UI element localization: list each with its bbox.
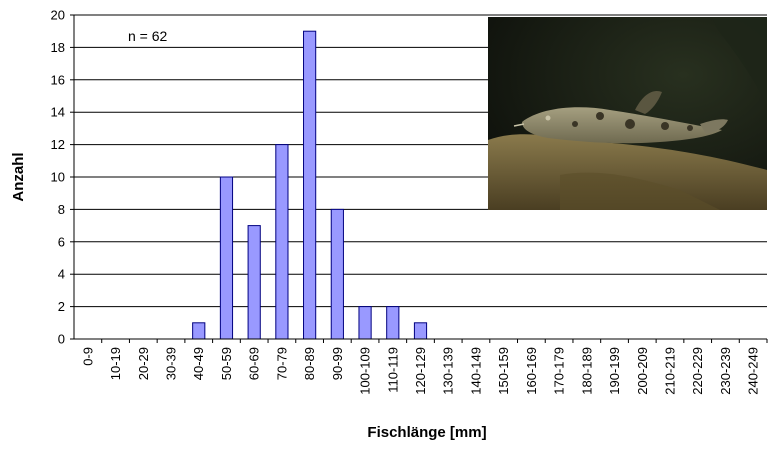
x-tick-label: 30-39 — [164, 347, 179, 380]
bar-40-49 — [192, 322, 206, 340]
y-tick-label: 18 — [51, 40, 65, 55]
x-tick-label: 70-79 — [274, 347, 289, 380]
y-tick-label: 6 — [58, 234, 65, 249]
x-tick-label: 0-9 — [80, 347, 95, 366]
y-tick-label: 20 — [51, 8, 65, 23]
x-tick-label: 20-29 — [136, 347, 151, 380]
x-tick-label: 110-119 — [385, 347, 400, 393]
y-tick-label: 14 — [51, 105, 65, 120]
x-tick-label: 150-159 — [496, 347, 511, 395]
bar-120-129 — [413, 322, 428, 340]
x-tick-label: 130-139 — [441, 347, 456, 395]
bars — [192, 30, 428, 340]
x-tick-label: 180-189 — [579, 347, 594, 395]
bar-70-79 — [275, 144, 289, 340]
x-tick-label: 230-239 — [718, 347, 733, 395]
x-tick-label: 90-99 — [330, 347, 345, 380]
x-tick-label: 190-199 — [607, 347, 622, 395]
bar-90-99 — [330, 208, 344, 340]
bar-50-59 — [219, 176, 234, 340]
y-tick-label: 16 — [51, 72, 65, 87]
x-tick-label: 50-59 — [219, 347, 234, 380]
x-tick-label: 100-109 — [358, 347, 373, 395]
x-tick-label: 120-129 — [413, 347, 428, 395]
axes — [70, 14, 768, 343]
x-tick-label: 200-209 — [635, 347, 650, 395]
y-tick-label: 10 — [51, 170, 65, 185]
bar-110-119 — [386, 306, 400, 340]
y-tick-label: 4 — [58, 267, 65, 282]
x-tick-label: 160-169 — [524, 347, 539, 395]
gridlines — [74, 14, 767, 308]
bar-60-69 — [247, 225, 261, 340]
fish-photo — [488, 17, 767, 210]
y-tick-labels: 0 2 4 6 8 10 12 14 16 18 20 — [51, 8, 65, 347]
y-tick-label: 8 — [58, 202, 65, 217]
x-tick-label: 240-249 — [746, 347, 761, 395]
sample-size-annotation: n = 62 — [128, 28, 168, 44]
x-tick-label: 140-149 — [468, 347, 483, 395]
y-tick-label: 0 — [58, 332, 65, 347]
x-tick-labels: 0-9 10-19 20-29 30-39 40-49 50-59 60-69 70-79 80… — [80, 347, 760, 395]
bar-80-89 — [303, 30, 317, 340]
bar-100-109 — [358, 306, 372, 340]
x-tick-label: 40-49 — [191, 347, 206, 380]
x-axis-title: Fischlänge [mm] — [367, 424, 486, 441]
x-tick-label: 210-219 — [662, 347, 677, 395]
x-tick-label: 80-89 — [302, 347, 317, 380]
y-tick-label: 2 — [58, 299, 65, 314]
x-tick-label: 60-69 — [247, 347, 262, 380]
y-axis-title: Anzahl — [10, 152, 27, 201]
x-tick-label: 170-179 — [552, 347, 567, 395]
y-tick-label: 12 — [51, 137, 65, 152]
x-tick-label: 10-19 — [108, 347, 123, 380]
x-tick-label: 220-229 — [690, 347, 705, 395]
